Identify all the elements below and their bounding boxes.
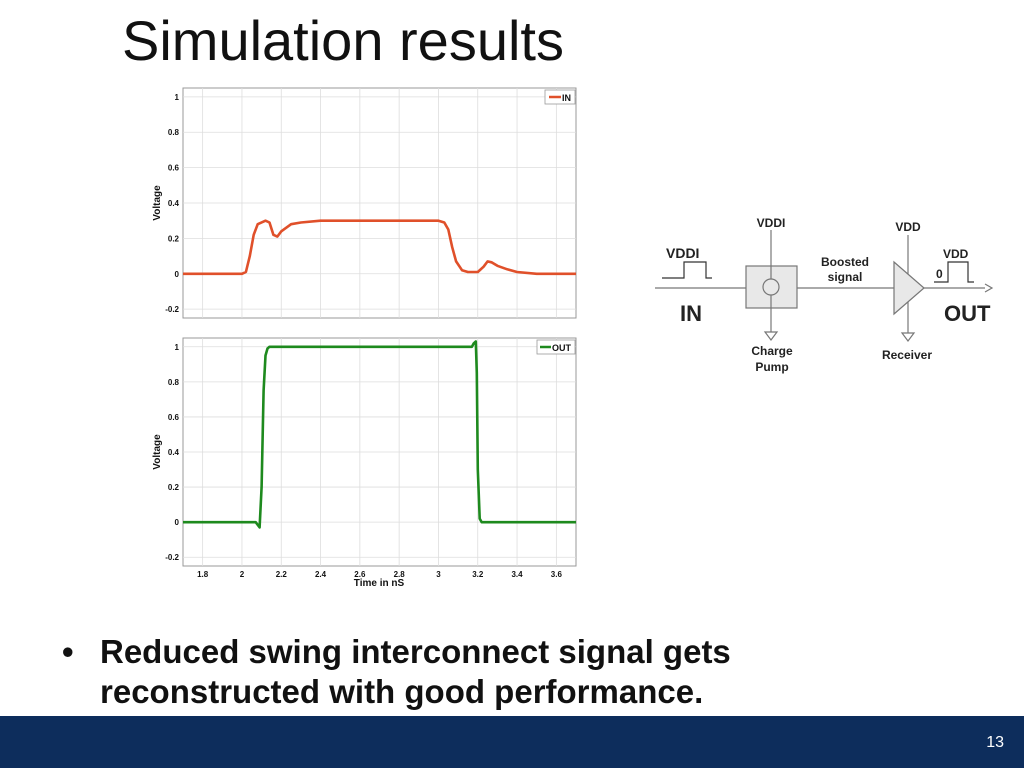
x-tick-label: 1.8 — [197, 570, 209, 579]
x-tick-label: 2 — [240, 570, 245, 579]
output-waveform-low-label: 0 — [936, 267, 943, 281]
bottom-legend-box — [536, 339, 576, 355]
x-tick-label: 2.8 — [394, 570, 406, 579]
receiver-supply-label: VDD — [895, 220, 921, 234]
y-tick-label: 1 — [175, 93, 180, 102]
slide-title: Simulation results — [122, 9, 564, 72]
top-y-tick-labels: -0.2 0 0.2 0.4 0.6 0.8 1 — [165, 93, 179, 314]
bottom-gridlines — [183, 338, 576, 566]
bottom-chart: -0.2 0 0.2 0.4 0.6 0.8 1 1.8 2 2.2 2.4 2.6 2.8 3 3.2 3… — [152, 337, 577, 589]
y-tick-label: -0.2 — [165, 553, 179, 562]
receiver-ground-icon — [900, 332, 916, 342]
x-tick-label: 2.4 — [315, 570, 327, 579]
receiver-buffer-icon — [893, 260, 925, 316]
bullet-line-1: Reduced swing interconnect signal gets — [100, 633, 731, 670]
bottom-x-axis-label: Time in nS — [354, 578, 405, 589]
charge-pump-label-line1: Charge — [751, 344, 793, 358]
y-tick-label: 0.4 — [168, 199, 180, 208]
bottom-series-out-line — [183, 340, 576, 529]
top-gridlines — [183, 88, 576, 318]
bottom-legend-label: OUT — [552, 343, 572, 353]
x-tick-label: 2.6 — [354, 570, 366, 579]
input-waveform-label: VDDI — [666, 245, 699, 261]
input-waveform — [662, 261, 712, 279]
circuit-diagram: VDDI IN VDDI Charge Pump Boosted signal … — [655, 216, 994, 374]
y-tick-label: 0.2 — [168, 483, 180, 492]
charge-pump-ground-icon — [763, 331, 779, 341]
charge-pump-label-line2: Pump — [755, 360, 788, 374]
top-chart: -0.2 0 0.2 0.4 0.6 0.8 1 Voltage IN — [152, 87, 577, 319]
x-tick-label: 3.2 — [472, 570, 484, 579]
bottom-y-axis-label: Voltage — [152, 434, 163, 470]
y-tick-label: 0.4 — [168, 448, 180, 457]
y-tick-label: 0.8 — [168, 378, 180, 387]
bottom-y-tick-labels: -0.2 0 0.2 0.4 0.6 0.8 1 — [165, 343, 179, 562]
out-label: OUT — [944, 301, 991, 326]
bottom-legend: OUT — [536, 339, 576, 355]
y-tick-label: 0.6 — [168, 413, 180, 422]
y-tick-label: 0 — [175, 270, 180, 279]
y-tick-label: 0.8 — [168, 128, 180, 137]
charge-pump-supply-label: VDDI — [757, 216, 786, 230]
y-tick-label: 0.6 — [168, 164, 180, 173]
in-label: IN — [680, 301, 702, 326]
receiver-label: Receiver — [882, 348, 932, 362]
bullet-line-2: reconstructed with good performance. — [100, 673, 704, 711]
bullet-symbol: • — [62, 633, 74, 670]
output-waveform — [934, 261, 974, 283]
x-tick-label: 2.2 — [276, 570, 288, 579]
x-tick-label: 3.4 — [511, 570, 523, 579]
top-y-axis-label: Voltage — [152, 185, 163, 221]
top-series-in-line — [183, 219, 576, 276]
output-arrow-icon — [984, 283, 994, 293]
bottom-x-tick-labels: 1.8 2 2.2 2.4 2.6 2.8 3 3.2 3.4 3.6 — [197, 570, 562, 579]
boosted-signal-label-line2: signal — [828, 270, 863, 284]
footer-bar: 13 — [0, 716, 1024, 768]
output-waveform-high-label: VDD — [943, 247, 969, 261]
bullet-text: Reduced swing interconnect signal gets r… — [100, 632, 860, 713]
x-tick-label: 3.6 — [551, 570, 563, 579]
page-number: 13 — [986, 734, 1004, 751]
y-tick-label: 0 — [175, 518, 180, 527]
top-legend: IN — [544, 89, 576, 105]
boosted-signal-label-line1: Boosted — [821, 255, 869, 269]
top-legend-label: IN — [562, 93, 571, 103]
y-tick-label: -0.2 — [165, 305, 179, 314]
x-tick-label: 3 — [436, 570, 441, 579]
y-tick-label: 1 — [175, 343, 180, 352]
y-tick-label: 0.2 — [168, 234, 180, 243]
